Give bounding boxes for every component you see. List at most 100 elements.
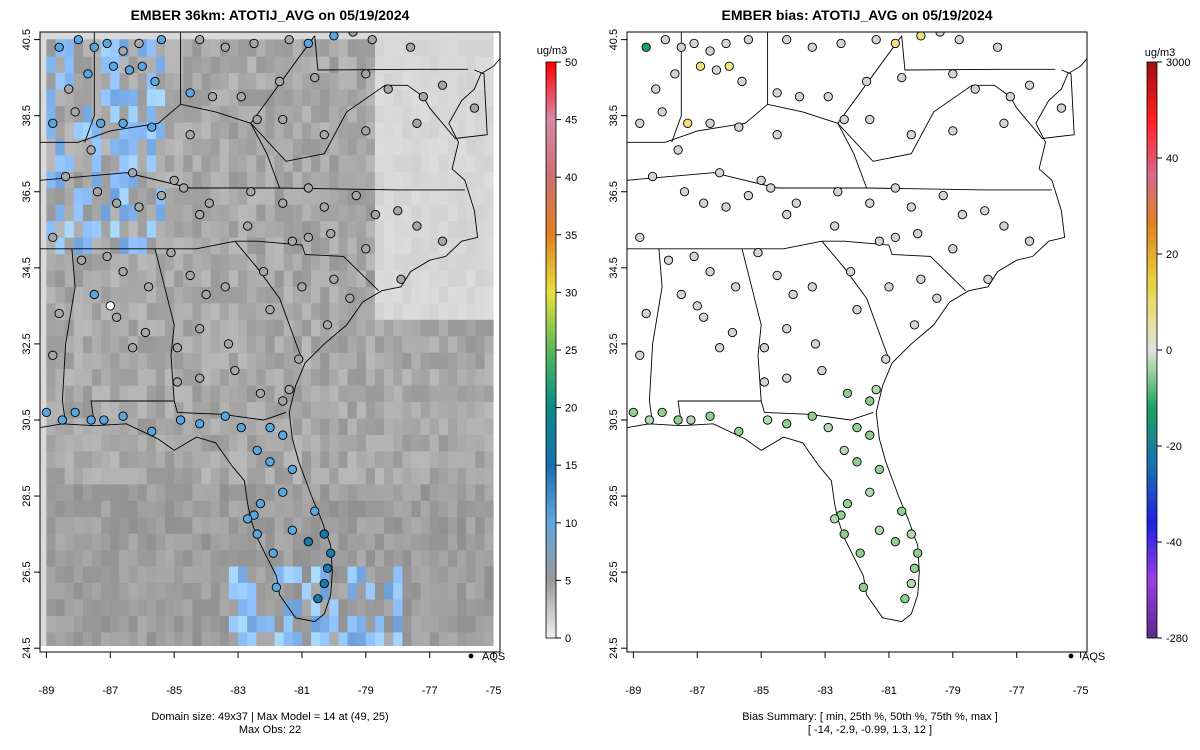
model-grid-cell	[228, 335, 239, 353]
left-colorbar-tick-label: 30	[565, 287, 577, 299]
model-grid-cell	[256, 582, 266, 600]
model-grid-cell	[374, 368, 385, 386]
model-grid-cell	[429, 368, 440, 386]
model-grid-cell	[292, 401, 303, 419]
model-grid-cell	[311, 220, 321, 238]
model-grid-cell	[219, 203, 230, 222]
right-x-tick-label: -75	[1073, 685, 1089, 697]
model-grid-cell	[438, 170, 449, 189]
model-grid-cell	[155, 170, 166, 189]
model-grid-cell	[274, 302, 284, 320]
model-grid-cell	[146, 351, 157, 370]
obs-site-marker	[303, 537, 313, 547]
model-grid-cell	[457, 121, 467, 139]
model-grid-cell	[347, 236, 358, 255]
model-grid-cell	[265, 614, 275, 633]
model-grid-cell	[365, 516, 376, 534]
model-grid-cell	[274, 450, 284, 468]
model-grid-cell	[165, 253, 175, 271]
model-grid-cell	[438, 88, 449, 107]
model-grid-cell	[55, 220, 65, 238]
model-grid-cell	[247, 614, 257, 633]
model-grid-cell	[393, 154, 403, 172]
model-grid-cell	[92, 532, 102, 551]
obs-site-marker	[220, 411, 230, 421]
model-grid-cell	[292, 72, 303, 90]
model-grid-cell	[183, 565, 193, 584]
model-grid-cell	[219, 401, 230, 419]
model-grid-cell	[64, 483, 75, 501]
model-grid-cell	[73, 434, 84, 452]
model-grid-cell	[146, 434, 157, 452]
left-footer-line2: Max Obs: 22	[239, 724, 301, 736]
model-grid-cell	[219, 483, 230, 501]
model-grid-cell	[55, 614, 65, 633]
model-grid-cell	[119, 384, 129, 403]
bias-site-marker	[689, 251, 699, 262]
model-grid-cell	[256, 614, 266, 633]
model-grid-cell	[292, 55, 303, 74]
model-grid-cell	[447, 384, 458, 403]
bias-site-marker	[852, 305, 862, 315]
model-grid-cell	[429, 154, 440, 172]
model-grid-cell	[374, 434, 385, 452]
model-grid-cell	[64, 516, 75, 534]
model-grid-cell	[329, 72, 339, 90]
obs-site-marker	[102, 251, 112, 262]
model-grid-cell	[283, 121, 294, 139]
model-grid-cell	[292, 302, 303, 320]
model-grid-cell	[92, 121, 102, 139]
model-grid-cell	[174, 549, 184, 567]
model-grid-cell	[110, 499, 120, 518]
model-grid-cell	[338, 631, 348, 649]
model-grid-cell	[356, 631, 367, 649]
model-grid-cell	[374, 170, 385, 189]
model-grid-cell	[201, 614, 211, 633]
model-grid-cell	[110, 39, 120, 57]
model-grid-cell	[101, 614, 111, 633]
model-grid-cell	[475, 105, 485, 123]
model-grid-cell	[356, 614, 367, 633]
model-grid-cell	[92, 417, 102, 435]
model-grid-cell	[238, 466, 248, 485]
model-grid-cell	[137, 516, 148, 534]
model-grid-cell	[356, 105, 367, 123]
model-grid-cell	[365, 286, 376, 304]
model-grid-cell	[64, 269, 75, 287]
model-grid-cell	[466, 598, 476, 616]
obs-site-marker	[284, 34, 294, 45]
model-grid-cell	[82, 598, 93, 616]
model-grid-cell	[228, 516, 239, 534]
model-grid-cell	[338, 466, 348, 485]
model-grid-cell	[301, 318, 312, 337]
model-grid-cell	[457, 466, 467, 485]
model-grid-cell	[393, 335, 403, 353]
model-grid-cell	[228, 253, 239, 271]
bias-site-marker	[679, 187, 690, 197]
model-grid-cell	[475, 614, 485, 633]
model-grid-cell	[484, 417, 494, 435]
model-grid-cell	[101, 401, 111, 419]
model-grid-cell	[101, 318, 111, 337]
model-grid-cell	[146, 39, 157, 57]
model-grid-cell	[274, 105, 284, 123]
model-grid-cell	[210, 253, 221, 271]
bias-site-marker	[766, 183, 776, 193]
model-grid-cell	[292, 318, 303, 337]
model-grid-cell	[484, 466, 494, 485]
model-grid-cell	[420, 549, 431, 567]
obs-site-marker	[252, 114, 262, 125]
model-grid-cell	[384, 302, 394, 320]
model-grid-cell	[247, 203, 257, 222]
model-grid-cell	[447, 631, 458, 649]
model-grid-cell	[146, 154, 157, 172]
model-grid-cell	[228, 269, 239, 287]
model-grid-cell	[429, 516, 440, 534]
model-grid-cell	[165, 565, 175, 584]
right-colorbar-tick-label: -280	[1166, 633, 1188, 645]
model-grid-cell	[438, 516, 449, 534]
model-grid-cell	[320, 549, 330, 567]
model-grid-cell	[320, 253, 330, 271]
obs-site-marker	[351, 190, 361, 201]
model-grid-cell	[320, 170, 330, 189]
